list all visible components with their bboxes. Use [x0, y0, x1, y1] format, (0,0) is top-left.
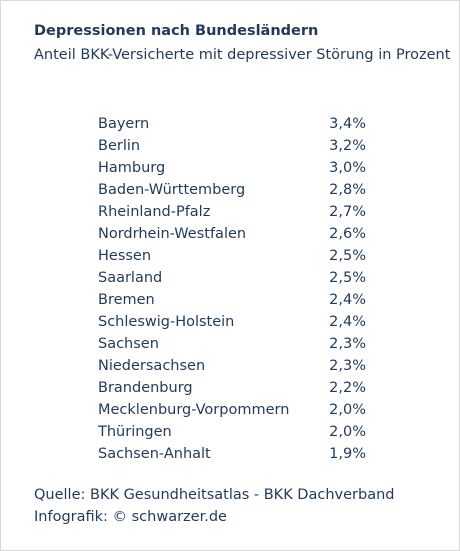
value-label: 2,5% — [329, 270, 366, 286]
table-row: Hamburg 3,0% — [98, 157, 366, 179]
data-table: Bayern 3,4% Berlin 3,2% Hamburg 3,0% Baden-Wür… — [98, 113, 366, 465]
source-note: Quelle: BKK Gesundheitsatlas - BKK Dachv… — [34, 487, 395, 503]
state-label: Hamburg — [98, 160, 166, 176]
state-label: Sachsen-Anhalt — [98, 446, 211, 462]
state-label: Hessen — [98, 248, 152, 264]
table-row: Baden-Württemberg 2,8% — [98, 179, 366, 201]
value-label: 2,2% — [329, 380, 366, 396]
value-label: 2,0% — [329, 402, 366, 418]
table-row: Sachsen-Anhalt 1,9% — [98, 443, 366, 465]
value-label: 2,4% — [329, 292, 366, 308]
chart-subtitle: Anteil BKK-Versicherte mit depressiver S… — [34, 47, 451, 63]
state-label: Bremen — [98, 292, 155, 308]
state-label: Sachsen — [98, 336, 159, 352]
table-row: Sachsen 2,3% — [98, 333, 366, 355]
value-label: 2,0% — [329, 424, 366, 440]
value-label: 3,4% — [329, 116, 366, 132]
credit-note: Infografik: © schwarzer.de — [34, 509, 227, 525]
table-row: Mecklenburg-Vorpommern 2,0% — [98, 399, 366, 421]
value-label: 2,7% — [329, 204, 366, 220]
value-label: 1,9% — [329, 446, 366, 462]
value-label: 3,0% — [329, 160, 366, 176]
chart-title: Depressionen nach Bundesländern — [34, 23, 319, 39]
table-row: Berlin 3,2% — [98, 135, 366, 157]
table-row: Thüringen 2,0% — [98, 421, 366, 443]
state-label: Nordrhein-Westfalen — [98, 226, 247, 242]
table-row: Nordrhein-Westfalen 2,6% — [98, 223, 366, 245]
value-label: 2,6% — [329, 226, 366, 242]
table-row: Bayern 3,4% — [98, 113, 366, 135]
state-label: Rheinland-Pfalz — [98, 204, 211, 220]
state-label: Mecklenburg-Vorpommern — [98, 402, 290, 418]
state-label: Berlin — [98, 138, 141, 154]
table-row: Schleswig-Holstein 2,4% — [98, 311, 366, 333]
state-label: Brandenburg — [98, 380, 193, 396]
table-row: Brandenburg 2,2% — [98, 377, 366, 399]
table-row: Rheinland-Pfalz 2,7% — [98, 201, 366, 223]
state-label: Saarland — [98, 270, 163, 286]
table-row: Saarland 2,5% — [98, 267, 366, 289]
state-label: Niedersachsen — [98, 358, 206, 374]
state-label: Schleswig-Holstein — [98, 314, 235, 330]
table-row: Hessen 2,5% — [98, 245, 366, 267]
value-label: 2,8% — [329, 182, 366, 198]
value-label: 2,5% — [329, 248, 366, 264]
value-label: 2,3% — [329, 336, 366, 352]
value-label: 2,3% — [329, 358, 366, 374]
value-label: 2,4% — [329, 314, 366, 330]
value-label: 3,2% — [329, 138, 366, 154]
state-label: Bayern — [98, 116, 150, 132]
state-label: Baden-Württemberg — [98, 182, 246, 198]
table-row: Niedersachsen 2,3% — [98, 355, 366, 377]
state-label: Thüringen — [98, 424, 172, 440]
table-row: Bremen 2,4% — [98, 289, 366, 311]
